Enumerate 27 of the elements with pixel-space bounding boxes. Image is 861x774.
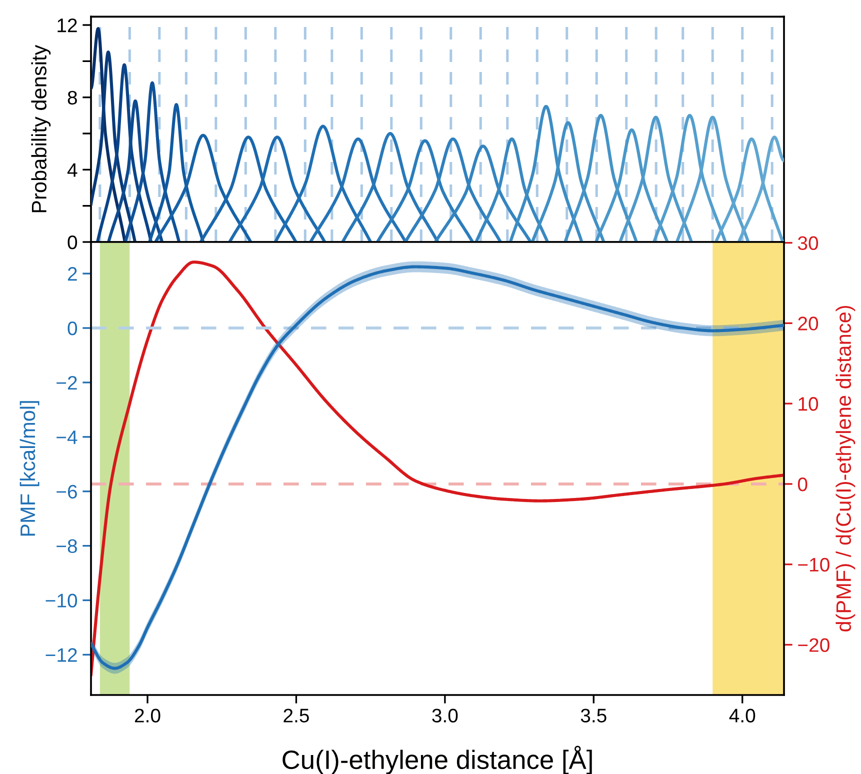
- y2-tick-label: 30: [798, 236, 818, 250]
- y-axis-title: PMF [kcal/mol]: [20, 401, 40, 536]
- x-tick-label: 3.0: [432, 708, 458, 722]
- y-tick-label: 4: [67, 163, 78, 177]
- y2-tick-label: 20: [798, 316, 818, 330]
- y-tick-label: −4: [56, 430, 78, 444]
- y2-tick-label: 0: [798, 477, 808, 492]
- x-tick-label: 2.0: [134, 708, 160, 722]
- y-tick-label: 2: [68, 267, 77, 281]
- y-tick-label: −10: [46, 594, 78, 608]
- y2-tick-label: 10: [798, 397, 818, 411]
- y-tick-label: 8: [68, 90, 77, 105]
- y-tick-label: 0: [68, 235, 78, 250]
- x-tick-label: 2.5: [284, 708, 309, 722]
- y2-axis-title: d(PMF) / d(Cu(I)-ethylene distance): [836, 306, 856, 632]
- x-tick-label: 4.0: [729, 708, 756, 722]
- y-tick-label: −8: [56, 539, 77, 554]
- y-tick-label: −12: [46, 648, 77, 662]
- y-tick-label: −2: [56, 376, 77, 390]
- x-axis-title: Cu(I)-ethylene distance [Å]: [282, 746, 592, 774]
- y-tick-label: −6: [56, 484, 77, 499]
- y2-tick-label: −10: [798, 558, 830, 572]
- y-tick-label: 12: [58, 18, 77, 32]
- x-tick-label: 3.5: [580, 708, 606, 722]
- y-tick-label: 0: [68, 321, 78, 336]
- y-axis-title: Probability density: [31, 44, 51, 212]
- y2-tick-label: −20: [798, 638, 830, 652]
